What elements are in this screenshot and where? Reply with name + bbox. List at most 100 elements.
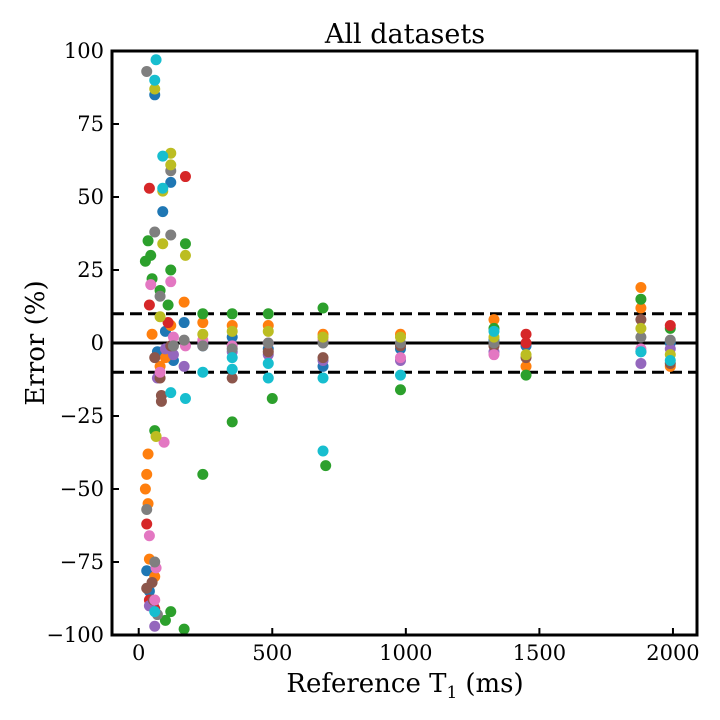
y-axis-label: Error (%)	[21, 280, 51, 405]
data-point	[179, 171, 191, 183]
data-point	[197, 308, 209, 320]
data-point	[150, 54, 162, 66]
data-point	[142, 235, 154, 247]
data-point	[141, 65, 153, 77]
data-point	[149, 594, 161, 606]
data-point	[664, 334, 676, 346]
x-axis-label-subscript: 1	[446, 683, 457, 703]
data-point	[197, 366, 209, 378]
data-point	[141, 582, 153, 594]
data-point	[226, 363, 238, 375]
data-point	[317, 331, 329, 343]
data-point	[226, 416, 238, 428]
data-point	[197, 340, 209, 352]
data-point	[154, 311, 166, 323]
data-point	[635, 357, 647, 369]
data-point	[394, 369, 406, 381]
data-point	[165, 159, 177, 171]
data-point	[635, 331, 647, 343]
data-point	[143, 530, 155, 542]
data-point	[635, 302, 647, 314]
data-point	[165, 606, 177, 618]
data-point	[394, 352, 406, 364]
x-tick-label: 0	[132, 641, 145, 665]
data-point	[178, 296, 190, 308]
chart-title: All datasets	[324, 19, 485, 50]
data-point	[226, 372, 238, 384]
data-point	[664, 355, 676, 367]
data-point	[179, 249, 191, 261]
data-points	[139, 54, 676, 635]
data-point	[157, 238, 169, 250]
data-point	[635, 282, 647, 294]
data-point	[520, 360, 532, 372]
data-point	[167, 331, 179, 343]
y-tick-label: −100	[46, 623, 104, 647]
data-point	[317, 372, 329, 384]
x-tick-label: 1000	[379, 641, 432, 665]
data-point	[162, 317, 174, 329]
data-point	[197, 317, 209, 329]
data-point	[155, 395, 167, 407]
data-point	[635, 322, 647, 334]
data-point	[167, 340, 179, 352]
data-point	[142, 448, 154, 460]
data-point	[149, 83, 161, 95]
data-point	[320, 460, 332, 472]
data-point	[262, 346, 274, 358]
data-point	[149, 352, 161, 364]
data-point	[167, 349, 179, 361]
data-point	[262, 337, 274, 349]
data-point	[488, 349, 500, 361]
data-point	[262, 325, 274, 337]
data-point	[141, 518, 153, 530]
data-point	[178, 317, 190, 329]
y-tick-label: −50	[60, 477, 104, 501]
x-tick-label: 500	[252, 641, 292, 665]
y-tick-label: −75	[60, 550, 104, 574]
data-point	[520, 328, 532, 340]
y-tick-label: 100	[64, 39, 104, 63]
data-point	[226, 308, 238, 320]
data-point	[262, 372, 274, 384]
data-point	[149, 74, 161, 86]
data-point	[159, 614, 171, 626]
data-point	[266, 392, 278, 404]
y-axis: 100 75 50 25 0 −25 −50 −75 −100	[46, 39, 119, 647]
data-point	[394, 331, 406, 343]
data-point	[165, 276, 177, 288]
data-point	[165, 229, 177, 241]
data-point	[197, 328, 209, 340]
data-point	[178, 360, 190, 372]
y-tick-label: 75	[77, 112, 104, 136]
data-point	[157, 206, 169, 218]
data-point	[488, 325, 500, 337]
data-point	[520, 337, 532, 349]
x-axis-label-main: Reference T	[286, 669, 447, 699]
data-point	[179, 238, 191, 250]
data-point	[317, 302, 329, 314]
data-point	[154, 290, 166, 302]
data-point	[317, 352, 329, 364]
data-point	[635, 346, 647, 358]
data-point	[157, 150, 169, 162]
data-point	[165, 387, 177, 399]
data-point	[165, 264, 177, 276]
x-tick-label: 2000	[646, 641, 699, 665]
data-point	[139, 483, 151, 495]
data-point	[149, 556, 161, 568]
data-point	[664, 319, 676, 331]
data-point	[143, 299, 155, 311]
data-point	[317, 445, 329, 457]
data-point	[141, 503, 153, 515]
data-point	[226, 343, 238, 355]
data-point	[143, 182, 155, 194]
data-point	[145, 249, 157, 261]
data-point	[179, 392, 191, 404]
data-point	[520, 349, 532, 361]
x-axis-label-unit: (ms)	[465, 669, 523, 699]
y-tick-label: 50	[77, 185, 104, 209]
data-point	[635, 293, 647, 305]
data-point	[178, 623, 190, 635]
